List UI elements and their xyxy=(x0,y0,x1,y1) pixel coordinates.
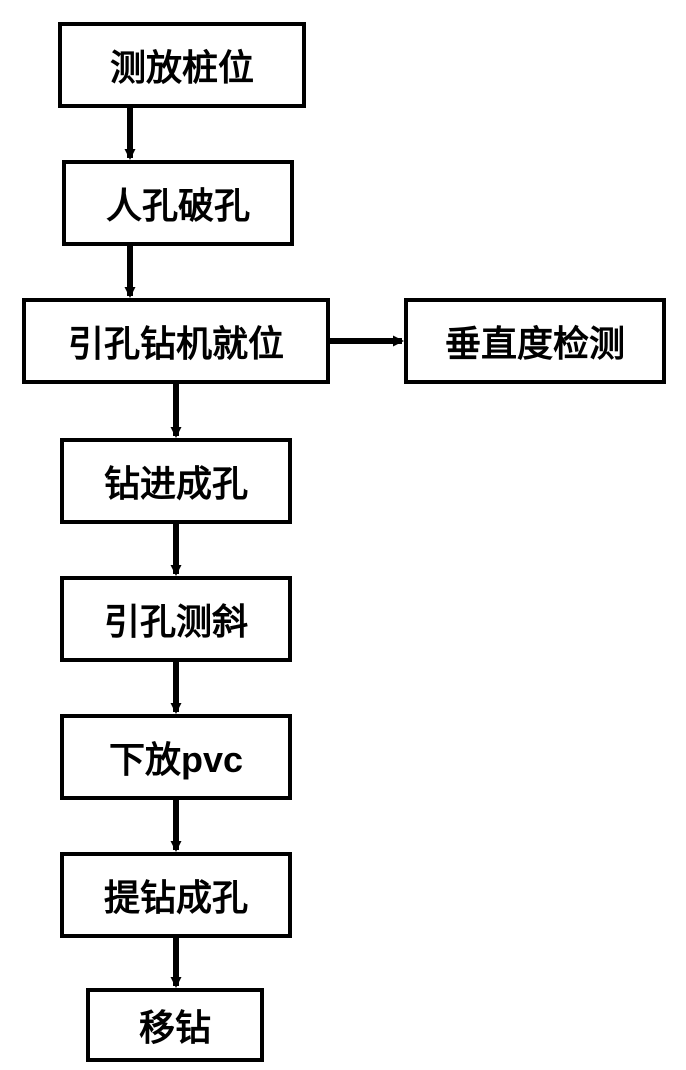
flow-node-1: 测放桩位 xyxy=(58,22,306,108)
flow-node-6-label: 引孔测斜 xyxy=(104,593,248,645)
flow-node-5: 钻进成孔 xyxy=(60,438,292,524)
flow-node-5-label: 钻进成孔 xyxy=(104,455,248,507)
flow-node-8: 提钻成孔 xyxy=(60,852,292,938)
flow-node-4-label: 垂直度检测 xyxy=(445,315,625,367)
flow-node-7-label: 下放pvc xyxy=(109,731,243,783)
flow-node-4: 垂直度检测 xyxy=(404,298,666,384)
flow-node-2-label: 人孔破孔 xyxy=(106,177,250,229)
flow-node-3: 引孔钻机就位 xyxy=(22,298,330,384)
flow-node-9-label: 移钻 xyxy=(139,999,211,1051)
flow-node-8-label: 提钻成孔 xyxy=(104,869,248,921)
flow-node-2: 人孔破孔 xyxy=(62,160,294,246)
flow-node-9: 移钻 xyxy=(86,988,264,1062)
flow-node-7: 下放pvc xyxy=(60,714,292,800)
flow-node-3-label: 引孔钻机就位 xyxy=(68,315,284,367)
flow-node-6: 引孔测斜 xyxy=(60,576,292,662)
flow-node-1-label: 测放桩位 xyxy=(110,39,254,91)
